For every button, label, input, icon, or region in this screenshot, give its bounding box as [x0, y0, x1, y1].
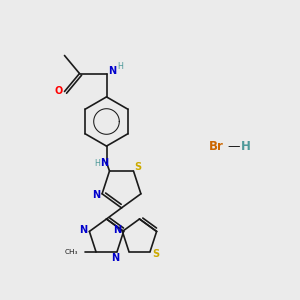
- Text: N: N: [108, 66, 116, 76]
- Text: N: N: [92, 190, 100, 200]
- Text: H: H: [94, 159, 100, 168]
- Text: O: O: [55, 86, 63, 97]
- Text: S: S: [134, 162, 142, 172]
- Text: N: N: [79, 225, 87, 235]
- Text: N: N: [112, 253, 120, 262]
- Text: H: H: [241, 140, 251, 154]
- Text: N: N: [113, 225, 121, 235]
- Text: H: H: [117, 62, 123, 71]
- Text: Br: Br: [208, 140, 224, 154]
- Text: N: N: [100, 158, 108, 168]
- Text: S: S: [152, 249, 159, 259]
- Text: CH₃: CH₃: [64, 249, 78, 255]
- Text: —: —: [227, 140, 240, 154]
